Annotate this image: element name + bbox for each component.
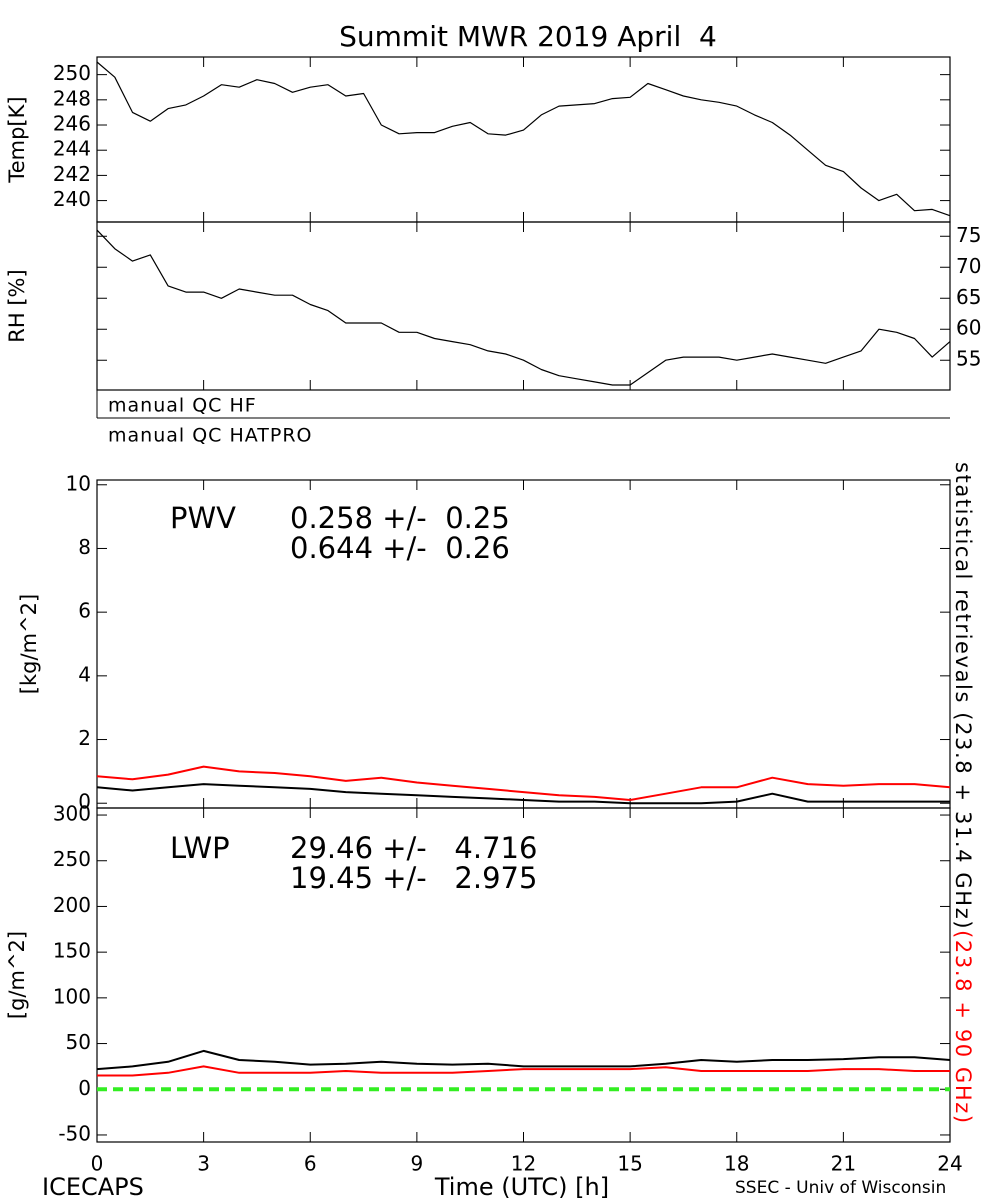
y-tick-label: 10 — [66, 471, 91, 495]
x-axis-label: Time (UTC) [h] — [434, 1173, 609, 1200]
plot-frame — [96, 56, 951, 223]
y-axis-label: Temp[K] — [5, 96, 29, 183]
y-tick-label: 75 — [956, 223, 981, 247]
x-tick-label: 0 — [91, 1152, 104, 1176]
plot-frame — [96, 221, 951, 391]
y-tick-label: 0 — [78, 790, 91, 814]
y-tick-label: 300 — [53, 802, 91, 826]
y-tick-label: 150 — [53, 939, 91, 963]
side-label: statistical retrievals (23.8 + 31.4 GHz)… — [951, 462, 975, 1125]
annotation: PWV — [170, 501, 236, 535]
y-tick-label: 4 — [78, 662, 91, 686]
annotation: 29.46 +/- 4.716 — [290, 831, 537, 865]
x-tick-label: 15 — [617, 1152, 642, 1176]
y-tick-label: 65 — [956, 285, 981, 309]
y-tick-label: 60 — [956, 316, 981, 340]
x-tick-label: 18 — [724, 1152, 749, 1176]
side-label-part: statistical retrievals (23.8 + 31.4 GHz) — [951, 462, 975, 930]
y-tick-label: 70 — [956, 254, 981, 278]
y-tick-label: 8 — [78, 535, 91, 559]
side-label-part: (23.8 + 90 GHz) — [951, 930, 975, 1125]
y-tick-label: 248 — [53, 86, 91, 110]
y-tick-label: 246 — [53, 112, 91, 136]
y-tick-label: 242 — [53, 162, 91, 186]
y-tick-label: 0 — [78, 1076, 91, 1100]
y-tick-label: 55 — [956, 347, 981, 371]
annotation: 0.258 +/- 0.25 — [290, 501, 510, 535]
y-axis-label: [kg/m^2] — [17, 594, 41, 694]
qc-label: manual QC HATPRO — [108, 425, 313, 447]
y-tick-label: 6 — [78, 599, 91, 623]
chart-title: Summit MWR 2019 April 4 — [339, 20, 717, 53]
y-tick-label: 240 — [53, 187, 91, 211]
y-tick-label: 100 — [53, 984, 91, 1008]
y-tick-label: 50 — [66, 1030, 91, 1054]
x-tick-label: 21 — [831, 1152, 856, 1176]
data-line — [96, 1049, 951, 1071]
y-tick-label: 244 — [53, 137, 91, 161]
annotation: LWP — [170, 831, 230, 865]
data-line — [96, 765, 951, 801]
x-tick-label: 9 — [411, 1152, 424, 1176]
y-axis-label: [g/m^2] — [5, 931, 29, 1019]
data-line — [97, 1065, 950, 1077]
y-tick-label: 200 — [53, 893, 91, 917]
footer-left: ICECAPS — [42, 1173, 144, 1200]
y-tick-label: 250 — [53, 61, 91, 85]
y-tick-label: -50 — [58, 1121, 91, 1145]
qc-label: manual QC HF — [108, 395, 257, 417]
x-tick-label: 6 — [304, 1152, 317, 1176]
data-line — [96, 783, 950, 805]
footer-right: SSEC - Univ of Wisconsin — [735, 1178, 946, 1198]
data-line — [96, 229, 951, 386]
x-tick-label: 3 — [197, 1152, 210, 1176]
annotation: 0.644 +/- 0.26 — [290, 531, 510, 565]
y-tick-label: 250 — [53, 847, 91, 871]
y-axis-label: RH [%] — [5, 269, 29, 342]
y-tick-label: 2 — [78, 726, 91, 750]
x-tick-label: 24 — [937, 1152, 962, 1176]
annotation: 19.45 +/- 2.975 — [290, 861, 537, 895]
data-line — [96, 61, 951, 217]
x-tick-label: 12 — [511, 1152, 536, 1176]
